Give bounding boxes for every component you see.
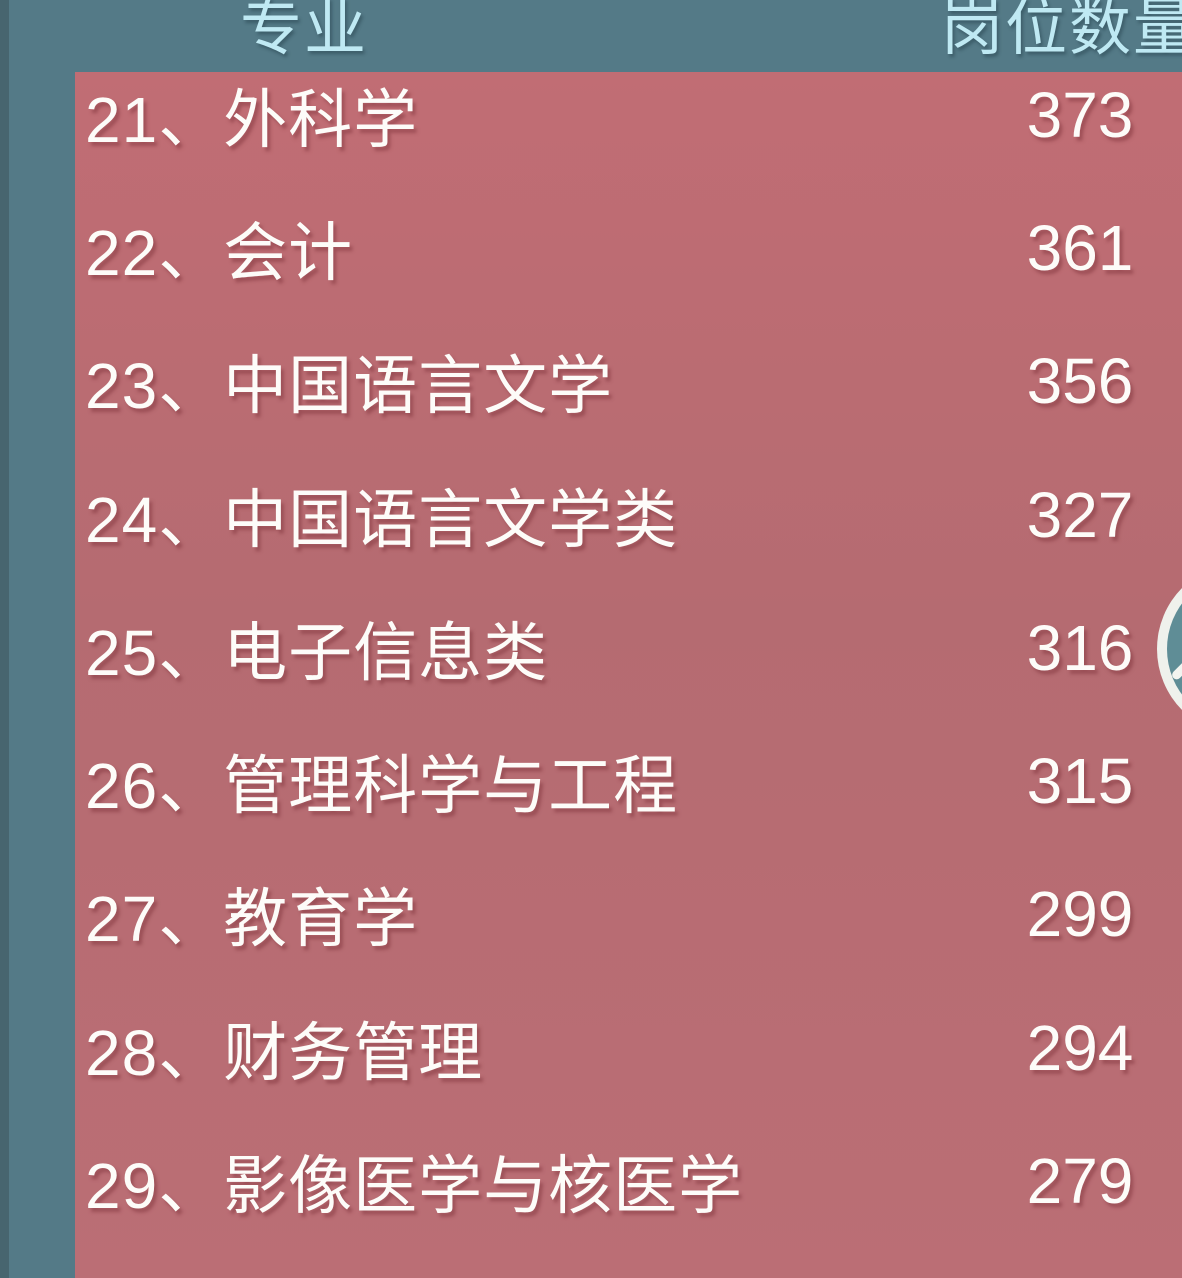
table-row: 28、财务管理 294 bbox=[75, 981, 1182, 1114]
position-count: 294 bbox=[1026, 1011, 1134, 1084]
table-rows: 21、外科学 373 22、会计 361 23、中国语言文学 356 24、中国… bbox=[75, 48, 1182, 1248]
table-row: 23、中国语言文学 356 bbox=[75, 315, 1182, 448]
position-count: 373 bbox=[1026, 78, 1134, 151]
major-label: 27、教育学 bbox=[85, 883, 419, 956]
position-count: 315 bbox=[1026, 745, 1134, 818]
major-label: 24、中国语言文学类 bbox=[85, 483, 679, 556]
position-count: 361 bbox=[1026, 211, 1134, 284]
position-count: 279 bbox=[1026, 1145, 1134, 1218]
table-row: 25、电子信息类 316 bbox=[75, 581, 1182, 714]
major-label: 29、影像医学与核医学 bbox=[85, 1150, 744, 1223]
table-row: 27、教育学 299 bbox=[75, 848, 1182, 981]
table-row: 21、外科学 373 bbox=[75, 48, 1182, 181]
majors-table: 21、外科学 373 22、会计 361 23、中国语言文学 356 24、中国… bbox=[75, 72, 1182, 1278]
column-header-count: 岗位数量 bbox=[941, 0, 1182, 63]
table-row: 29、影像医学与核医学 279 bbox=[75, 1114, 1182, 1247]
swipe-hint-icon bbox=[1170, 643, 1182, 682]
table-row: 24、中国语言文学类 327 bbox=[75, 448, 1182, 581]
major-label: 23、中国语言文学 bbox=[85, 350, 614, 423]
column-header-major: 专业 bbox=[240, 0, 369, 63]
major-label: 22、会计 bbox=[85, 216, 354, 289]
position-count: 316 bbox=[1026, 611, 1134, 684]
table-row: 22、会计 361 bbox=[75, 181, 1182, 314]
table-row: 26、管理科学与工程 315 bbox=[75, 714, 1182, 847]
major-label: 25、电子信息类 bbox=[85, 616, 549, 689]
position-count: 299 bbox=[1026, 878, 1134, 951]
position-count: 356 bbox=[1026, 345, 1134, 418]
major-label: 28、财务管理 bbox=[85, 1016, 484, 1089]
position-count: 327 bbox=[1026, 478, 1134, 551]
major-label: 26、管理科学与工程 bbox=[85, 750, 679, 823]
major-label: 21、外科学 bbox=[85, 83, 419, 156]
left-edge-strip bbox=[0, 0, 9, 1278]
